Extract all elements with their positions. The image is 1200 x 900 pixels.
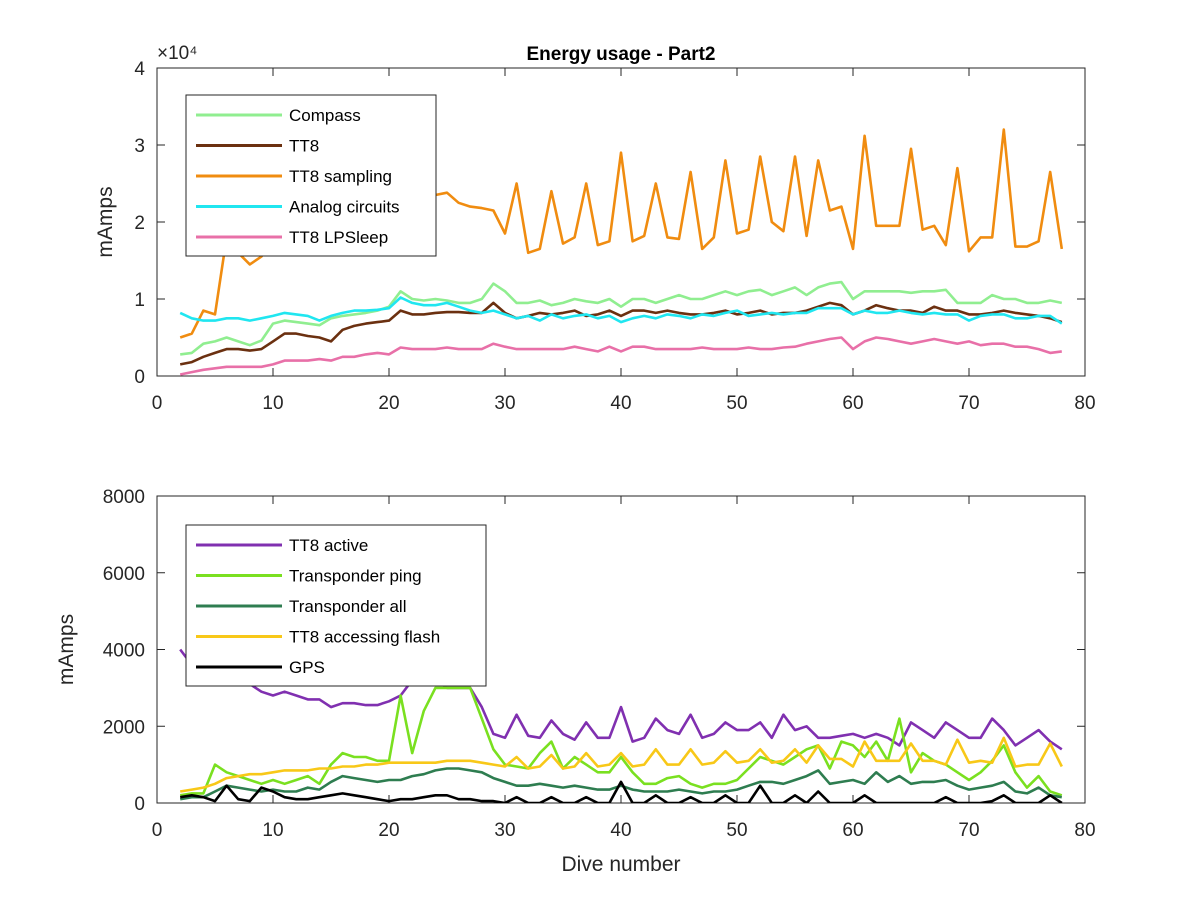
y-tick-label: 3	[134, 136, 145, 157]
chart-title: Energy usage - Part2	[526, 44, 715, 65]
y-tick-label: 4000	[103, 641, 145, 662]
x-axis-label: Dive number	[561, 853, 680, 876]
y-tick-label: 0	[134, 367, 145, 388]
legend-label: TT8 LPSleep	[289, 228, 388, 247]
y-tick-label: 2000	[103, 717, 145, 738]
legend: Compass TT8 TT8 sampling Analog circuits TT8…	[185, 94, 437, 257]
legend-label: TT8	[289, 137, 319, 156]
series-line-tt8-lpsleep	[179, 336, 1062, 376]
legend-label: Compass	[289, 106, 361, 125]
y-tick-label: 1	[134, 290, 145, 311]
y-tick-label: 0	[134, 794, 145, 815]
x-tick-label: 40	[610, 393, 631, 414]
x-tick-label: 60	[842, 393, 863, 414]
x-tick-label: 20	[378, 393, 399, 414]
x-tick-label: 70	[958, 393, 979, 414]
legend-label: Transponder ping	[289, 567, 422, 586]
legend-label: Analog circuits	[289, 198, 400, 217]
legend: TT8 active Transponder ping Transponder al…	[185, 524, 487, 687]
series-line-analog-circuits	[179, 296, 1063, 325]
x-tick-label: 0	[152, 820, 163, 841]
chart-panel-1: 0 10 20 30 40 50 60 70 80 0 1 2 3 4 mAmps Energy usage …	[94, 43, 1096, 414]
x-tick-label: 70	[958, 820, 979, 841]
y-tick-label: 8000	[103, 487, 145, 508]
x-tick-label: 10	[262, 393, 283, 414]
x-tick-label: 40	[610, 820, 631, 841]
x-tick-label: 20	[378, 820, 399, 841]
x-tick-label: 0	[152, 393, 163, 414]
y-exponent-label: ×10⁴	[157, 43, 197, 64]
series-line-tt8-accessing-flash	[179, 736, 1063, 793]
x-tick-label: 30	[494, 393, 515, 414]
x-tick-label: 80	[1074, 820, 1095, 841]
legend-label: GPS	[289, 658, 325, 677]
x-tick-label: 30	[494, 820, 515, 841]
x-tick-label: 10	[262, 820, 283, 841]
series-line-tt8-active	[179, 648, 1063, 751]
series-line-compass	[180, 280, 1063, 356]
series-line-transponder-ping	[179, 686, 1063, 797]
chart-panel-2: 0 10 20 30 40 50 60 70 80 0 2000 4000 6000 8000 mAmps D…	[55, 487, 1096, 876]
x-tick-label: 50	[726, 393, 747, 414]
legend-label: TT8 accessing flash	[289, 628, 440, 647]
y-axis-label: mAmps	[55, 614, 78, 685]
series-line-transponder-all	[179, 767, 1063, 801]
y-tick-label: 6000	[103, 564, 145, 585]
x-tick-label: 80	[1074, 393, 1095, 414]
y-tick-label: 2	[134, 213, 145, 234]
y-tick-label: 4	[134, 59, 145, 80]
y-axis-label: mAmps	[94, 186, 117, 257]
legend-label: Transponder all	[289, 597, 407, 616]
series-lines	[179, 648, 1063, 803]
legend-label: TT8 sampling	[289, 167, 392, 186]
legend-label: TT8 active	[289, 536, 368, 555]
series-line-gps	[179, 780, 1063, 803]
series-line-tt8	[179, 301, 1063, 366]
x-tick-label: 60	[842, 820, 863, 841]
x-tick-label: 50	[726, 820, 747, 841]
